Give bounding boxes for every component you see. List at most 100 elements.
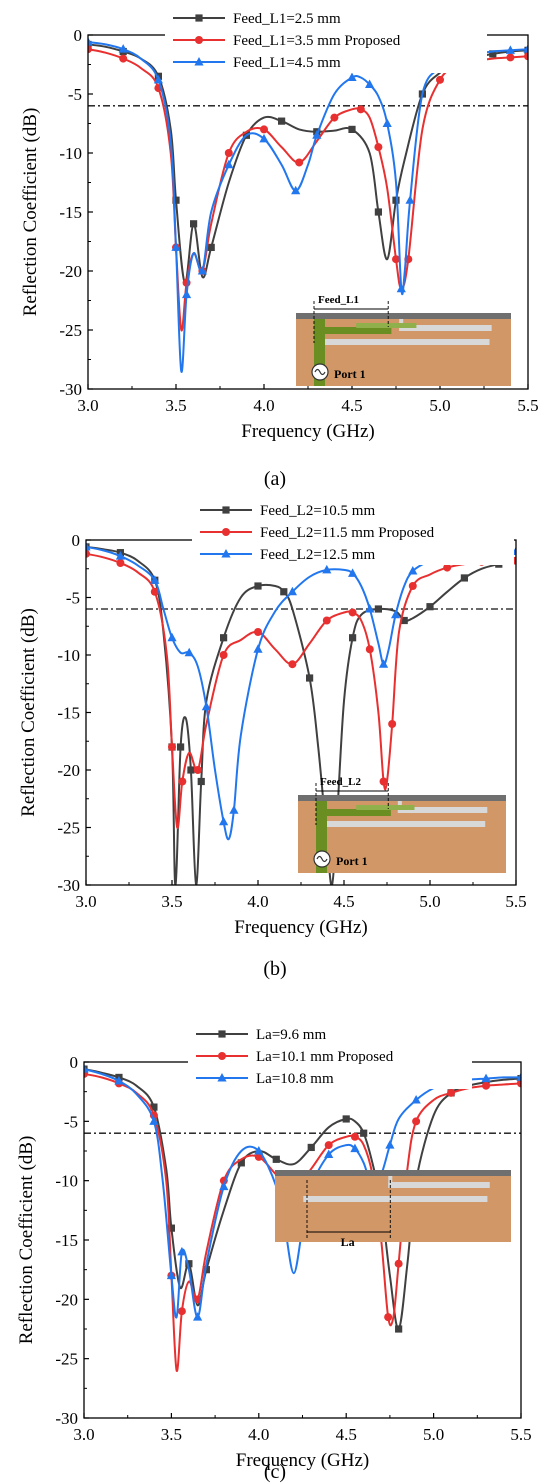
sine-wave-icon (314, 368, 326, 376)
data-point-triangle (350, 1143, 360, 1153)
data-point-square (306, 674, 314, 682)
x-tick-label: 3.5 (161, 1425, 182, 1444)
x-tick-label: 4.0 (248, 1425, 269, 1444)
y-axis-label: Reflection Coefficient (dB) (18, 608, 39, 817)
antenna-inset: La (275, 1170, 511, 1249)
data-point-circle (219, 651, 228, 659)
y-tick-label: -30 (57, 876, 80, 895)
data-point-triangle (396, 283, 406, 293)
data-point-circle (324, 1141, 333, 1150)
data-point-square (254, 582, 262, 590)
data-point-square (426, 603, 434, 611)
series-line (88, 41, 528, 373)
data-point-square (197, 777, 205, 786)
data-point-circle (88, 45, 92, 54)
y-tick-label: -5 (68, 85, 82, 104)
data-point-circle (388, 720, 397, 728)
data-point-circle (524, 52, 528, 61)
data-point-square (237, 1159, 245, 1167)
series-line (84, 1068, 521, 1331)
data-point-triangle (322, 564, 332, 574)
x-axis-label: Frequency (GHz) (241, 421, 374, 442)
x-tick-label: 5.0 (429, 396, 450, 415)
chart-panel: 3.0 3.5 4.0 4.5 5.0 5.5 0 -5 -10 -15 -20 -25 -30 Freq… (16, 1021, 532, 1483)
data-point-circle (288, 660, 297, 669)
data-point-triangle (312, 130, 322, 139)
data-point-square (374, 605, 382, 613)
dimension-label: Feed_L2 (320, 776, 361, 788)
data-point-triangle (221, 549, 231, 558)
data-point-triangle (378, 659, 389, 668)
data-point-circle (222, 528, 230, 536)
data-point-triangle (219, 1181, 229, 1191)
data-point-triangle (197, 266, 207, 275)
data-point-circle (506, 53, 515, 62)
legend: Feed_L1=2.5 mm Feed_L1=3.5 mm Proposed Fee… (165, 5, 487, 73)
data-point-triangle (149, 1116, 159, 1125)
series-2 (86, 549, 516, 829)
data-point-square (218, 1030, 226, 1038)
data-point-triangle (385, 1140, 395, 1149)
series-line (88, 48, 528, 332)
y-tick-label: -25 (59, 321, 82, 340)
ground-strip (296, 313, 511, 319)
data-point-triangle (88, 37, 93, 46)
data-point-circle (374, 143, 383, 152)
data-point-square (400, 616, 408, 625)
legend-label: Feed_L2=10.5 mm (260, 503, 375, 519)
x-tick-label: 5.5 (505, 892, 526, 911)
chart-panel: 3.0 3.5 4.0 4.5 5.0 5.5 0 -5 -10 -15 -20 -25 -30 Freq… (18, 497, 527, 980)
data-point-square (177, 743, 185, 751)
y-tick-label: -10 (59, 144, 82, 163)
legend: La=9.6 mm La=10.1 mm Proposed La=10.8 mm (188, 1021, 472, 1089)
data-point-circle (384, 1313, 393, 1322)
y-tick-label: -30 (55, 1409, 78, 1428)
data-point-circle (119, 54, 128, 63)
data-point-square (342, 1115, 350, 1123)
data-point-circle (443, 563, 452, 572)
data-point-square (190, 220, 198, 228)
data-point-triangle (411, 1094, 421, 1104)
y-tick-label: -5 (64, 1112, 78, 1131)
data-point-circle (195, 36, 203, 44)
data-point-circle (408, 582, 417, 590)
series-line (84, 1068, 521, 1319)
data-point-triangle (405, 195, 415, 204)
data-point-triangle (324, 1149, 334, 1159)
data-point-triangle (408, 566, 418, 575)
x-axis-label: Frequency (GHz) (234, 917, 367, 938)
radiator-arm-upper (397, 807, 488, 813)
data-point-triangle (254, 1146, 264, 1155)
x-tick-label: 5.5 (517, 396, 538, 415)
data-point-circle (348, 608, 357, 617)
x-axis-label: Frequency (GHz) (236, 1450, 369, 1471)
data-point-circle (224, 149, 233, 157)
x-tick-label: 3.0 (73, 1425, 94, 1444)
data-point-triangle (481, 1073, 491, 1083)
data-point-triangle (516, 1072, 521, 1081)
x-tick-label: 4.5 (341, 396, 362, 415)
data-point-circle (150, 587, 159, 596)
dimension-label: La (341, 1235, 355, 1249)
x-tick-label: 4.0 (247, 892, 268, 911)
data-point-triangle (391, 609, 401, 619)
x-tick-label: 4.5 (333, 892, 354, 911)
data-point-square (348, 125, 356, 133)
feed-coupler (356, 323, 417, 328)
ground-strip (275, 1170, 511, 1176)
legend-label: La=10.1 mm Proposed (256, 1049, 394, 1065)
legend-label: Feed_L1=2.5 mm (233, 11, 341, 27)
data-point-circle (517, 1079, 521, 1088)
x-tick-label: 4.5 (336, 1425, 357, 1444)
data-point-circle (254, 628, 262, 636)
legend: Feed_L2=10.5 mm Feed_L2=11.5 mm Proposed F… (192, 497, 514, 565)
data-point-triangle (382, 118, 392, 127)
data-point-circle (379, 777, 388, 786)
substrate (275, 1170, 511, 1242)
data-point-square (278, 117, 286, 125)
data-point-triangle (229, 805, 239, 814)
data-point-circle (86, 549, 90, 558)
panel-caption: (a) (264, 468, 286, 490)
y-tick-label: -25 (55, 1350, 78, 1369)
